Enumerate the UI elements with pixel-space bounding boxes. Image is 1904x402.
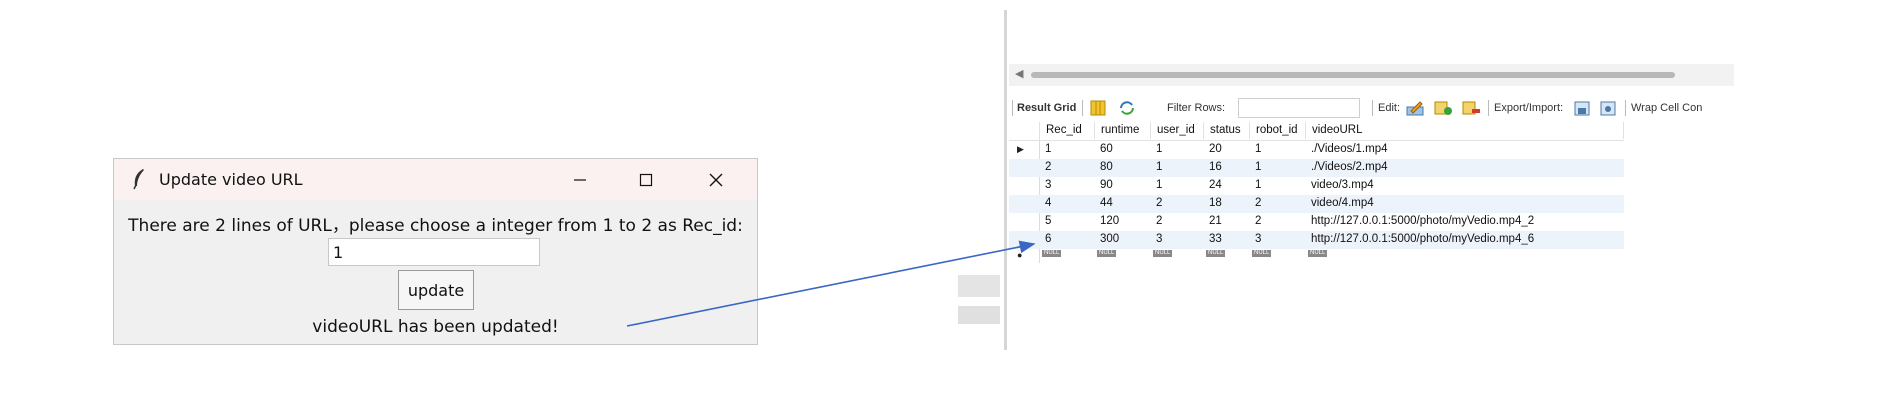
- divider-line: [1004, 10, 1007, 350]
- minimize-button[interactable]: [558, 165, 602, 195]
- cell-runtime[interactable]: 80: [1100, 161, 1113, 173]
- null-badge: NULL: [1252, 250, 1272, 257]
- cell-video-url[interactable]: video/4.mp4: [1311, 197, 1374, 209]
- wrap-cell-content-label[interactable]: Wrap Cell Con: [1631, 102, 1703, 114]
- cell-robot-id[interactable]: 1: [1255, 143, 1262, 155]
- cell-robot-id[interactable]: 1: [1255, 161, 1262, 173]
- delete-row-icon[interactable]: [1461, 99, 1481, 117]
- new-row[interactable]: ● NULL NULL NULL NULL NULL NULL: [1009, 249, 1624, 263]
- prompt-label: There are 2 lines of URL，please choose a…: [128, 216, 743, 236]
- table-row[interactable]: ▶ 1 60 1 20 1 ./Videos/1.mp4: [1009, 141, 1624, 159]
- cell-video-url[interactable]: http://127.0.0.1:5000/photo/myVedio.mp4_…: [1311, 215, 1535, 227]
- feather-icon: [133, 169, 144, 190]
- toolbar-separator: [1372, 100, 1373, 116]
- cell-robot-id[interactable]: 1: [1255, 179, 1262, 191]
- cell-robot-id[interactable]: 2: [1255, 197, 1262, 209]
- maximize-icon: [639, 173, 653, 187]
- column-header-user-id[interactable]: user_id: [1150, 122, 1203, 139]
- cell-video-url[interactable]: http://127.0.0.1:5000/photo/myVedio.mp4_…: [1311, 233, 1535, 245]
- null-badge: NULL: [1153, 250, 1173, 257]
- null-badge: NULL: [1042, 250, 1062, 257]
- cell-user-id[interactable]: 3: [1156, 233, 1163, 245]
- cell-user-id[interactable]: 1: [1156, 161, 1163, 173]
- update-video-url-dialog: Update video URL There are 2 lines of UR…: [113, 158, 758, 345]
- export-icon[interactable]: [1573, 99, 1593, 117]
- cell-robot-id[interactable]: 3: [1255, 233, 1262, 245]
- cell-rec-id[interactable]: 2: [1045, 161, 1052, 173]
- filter-rows-input[interactable]: [1238, 98, 1360, 118]
- null-badge: NULL: [1206, 250, 1226, 257]
- cell-rec-id[interactable]: 4: [1045, 197, 1052, 209]
- column-header-status[interactable]: status: [1203, 122, 1249, 139]
- horizontal-scrollbar[interactable]: ◀: [1009, 64, 1734, 86]
- cell-video-url[interactable]: ./Videos/1.mp4: [1311, 143, 1388, 155]
- status-message: videoURL has been updated!: [312, 317, 559, 337]
- result-grid-tab[interactable]: Result Grid: [1017, 102, 1077, 114]
- cell-status[interactable]: 16: [1209, 161, 1222, 173]
- new-row-icon: ●: [1017, 250, 1023, 260]
- update-button[interactable]: update: [398, 270, 474, 310]
- add-row-icon[interactable]: [1433, 99, 1453, 117]
- table-row[interactable]: 6 300 3 33 3 http://127.0.0.1:5000/photo…: [1009, 231, 1624, 249]
- edit-pencil-icon[interactable]: [1405, 99, 1425, 117]
- background-block: [958, 275, 1000, 297]
- null-badge: NULL: [1097, 250, 1117, 257]
- table-row[interactable]: 5 120 2 21 2 http://127.0.0.1:5000/photo…: [1009, 213, 1624, 231]
- cell-rec-id[interactable]: 1: [1045, 143, 1052, 155]
- close-icon: [709, 173, 723, 187]
- toolbar-separator: [1012, 100, 1013, 116]
- cell-user-id[interactable]: 1: [1156, 143, 1163, 155]
- maximize-button[interactable]: [624, 165, 668, 195]
- cell-user-id[interactable]: 2: [1156, 197, 1163, 209]
- cell-rec-id[interactable]: 6: [1045, 233, 1052, 245]
- column-header-runtime[interactable]: runtime: [1094, 122, 1150, 139]
- cell-status[interactable]: 24: [1209, 179, 1222, 191]
- background-block: [958, 306, 1000, 324]
- edit-label: Edit:: [1378, 102, 1401, 114]
- grid-view-icon[interactable]: [1088, 99, 1108, 117]
- toolbar-separator: [1082, 100, 1083, 116]
- rec-id-input[interactable]: [328, 238, 540, 266]
- column-header-rec-id[interactable]: Rec_id: [1039, 122, 1094, 139]
- minimize-icon: [574, 179, 586, 181]
- result-grid-panel: ◀ Result Grid Filter Rows: Edit:: [1009, 64, 1734, 314]
- table-row[interactable]: 3 90 1 24 1 video/3.mp4: [1009, 177, 1624, 195]
- export-import-label: Export/Import:: [1494, 102, 1564, 114]
- current-row-icon: ▶: [1017, 144, 1024, 154]
- cell-user-id[interactable]: 2: [1156, 215, 1163, 227]
- filter-rows-label: Filter Rows:: [1167, 102, 1226, 114]
- cell-runtime[interactable]: 90: [1100, 179, 1113, 191]
- import-icon[interactable]: [1599, 99, 1619, 117]
- cell-video-url[interactable]: ./Videos/2.mp4: [1311, 161, 1388, 173]
- toolbar-separator: [1488, 100, 1489, 116]
- cell-runtime[interactable]: 300: [1100, 233, 1120, 245]
- scroll-left-icon[interactable]: ◀: [1015, 68, 1024, 80]
- dialog-title: Update video URL: [159, 170, 303, 189]
- scrollbar-thumb[interactable]: [1031, 72, 1675, 78]
- close-button[interactable]: [694, 165, 738, 195]
- cell-video-url[interactable]: video/3.mp4: [1311, 179, 1374, 191]
- cell-status[interactable]: 18: [1209, 197, 1222, 209]
- cell-status[interactable]: 21: [1209, 215, 1222, 227]
- table-row[interactable]: 4 44 2 18 2 video/4.mp4: [1009, 195, 1624, 213]
- result-grid: Rec_id runtime user_id status robot_id v…: [1009, 122, 1624, 263]
- grid-header: Rec_id runtime user_id status robot_id v…: [1009, 122, 1624, 141]
- title-bar: Update video URL: [114, 159, 757, 200]
- cell-rec-id[interactable]: 3: [1045, 179, 1052, 191]
- cell-status[interactable]: 33: [1209, 233, 1222, 245]
- column-header-robot-id[interactable]: robot_id: [1249, 122, 1305, 139]
- toolbar-separator: [1625, 100, 1626, 116]
- cell-runtime[interactable]: 60: [1100, 143, 1113, 155]
- cell-runtime[interactable]: 120: [1100, 215, 1120, 227]
- refresh-icon[interactable]: [1117, 99, 1137, 117]
- column-header-video-url[interactable]: videoURL: [1305, 122, 1624, 139]
- cell-user-id[interactable]: 1: [1156, 179, 1163, 191]
- result-toolbar: Result Grid Filter Rows: Edit: Export/Im…: [1009, 96, 1734, 120]
- cell-runtime[interactable]: 44: [1100, 197, 1113, 209]
- null-badge: NULL: [1308, 250, 1328, 257]
- table-row[interactable]: 2 80 1 16 1 ./Videos/2.mp4: [1009, 159, 1624, 177]
- cell-robot-id[interactable]: 2: [1255, 215, 1262, 227]
- cell-status[interactable]: 20: [1209, 143, 1222, 155]
- cell-rec-id[interactable]: 5: [1045, 215, 1052, 227]
